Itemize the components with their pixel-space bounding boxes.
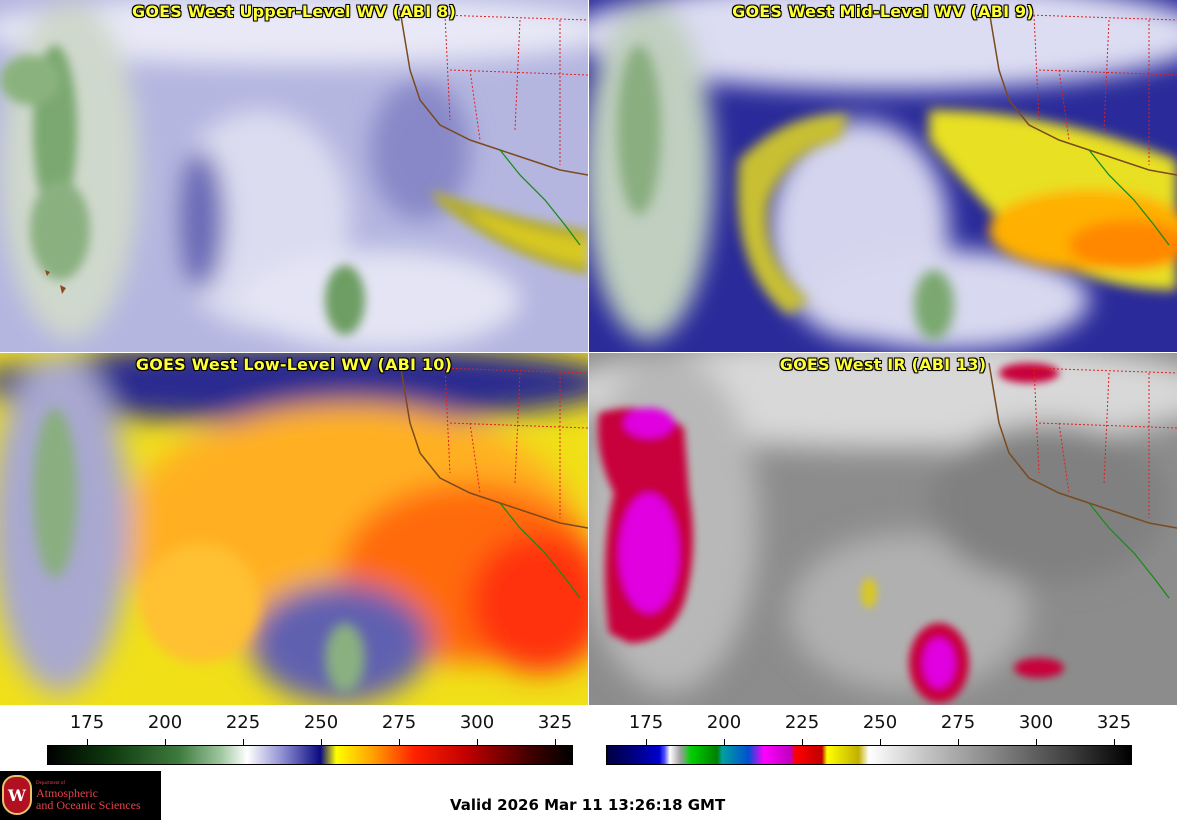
uw-aos-logo: W Department of Atmospheric and Oceanic S… xyxy=(0,771,161,820)
tick-label: 200 xyxy=(147,712,183,733)
tick-label: 275 xyxy=(940,712,976,733)
panel-title: GOES West IR (ABI 13) xyxy=(779,355,987,374)
tick-label: 175 xyxy=(628,712,664,733)
wv-colorbar-ticks: 175 200 225 250 275 300 325 xyxy=(47,712,573,745)
tick-label: 250 xyxy=(303,712,339,733)
mid-level-wv-image xyxy=(589,0,1177,352)
tick-label: 325 xyxy=(537,712,573,733)
upper-level-wv-image xyxy=(0,0,588,352)
panel-title: GOES West Mid-Level WV (ABI 9) xyxy=(732,2,1034,21)
tick-label: 300 xyxy=(1018,712,1054,733)
ir-colorbar-ticks: 175 200 225 250 275 300 325 xyxy=(606,712,1132,745)
panel-upper-level-wv: GOES West Upper-Level WV (ABI 8) xyxy=(0,0,588,352)
valid-time: Valid 2026 Mar 11 13:26:18 GMT xyxy=(450,796,726,814)
panel-mid-level-wv: GOES West Mid-Level WV (ABI 9) xyxy=(589,0,1177,352)
tick-label: 250 xyxy=(862,712,898,733)
wv-colorbar xyxy=(47,745,573,765)
tick-label: 300 xyxy=(459,712,495,733)
logo-department-name: Atmospheric and Oceanic Sciences xyxy=(36,786,141,812)
tick-label: 275 xyxy=(381,712,417,733)
uw-seal-icon: W xyxy=(2,775,32,815)
panel-title: GOES West Low-Level WV (ABI 10) xyxy=(135,355,453,374)
tick-label: 225 xyxy=(784,712,820,733)
tick-label: 175 xyxy=(69,712,105,733)
panel-title: GOES West Upper-Level WV (ABI 8) xyxy=(132,2,456,21)
tick-label: 200 xyxy=(706,712,742,733)
tick-label: 225 xyxy=(225,712,261,733)
low-level-wv-image xyxy=(0,353,588,705)
ir-image xyxy=(589,353,1177,705)
tick-label: 325 xyxy=(1096,712,1132,733)
panel-low-level-wv: GOES West Low-Level WV (ABI 10) xyxy=(0,353,588,705)
logo-dept-text: Department of xyxy=(36,781,66,786)
panel-ir: GOES West IR (ABI 13) xyxy=(589,353,1177,705)
ir-colorbar xyxy=(606,745,1132,765)
